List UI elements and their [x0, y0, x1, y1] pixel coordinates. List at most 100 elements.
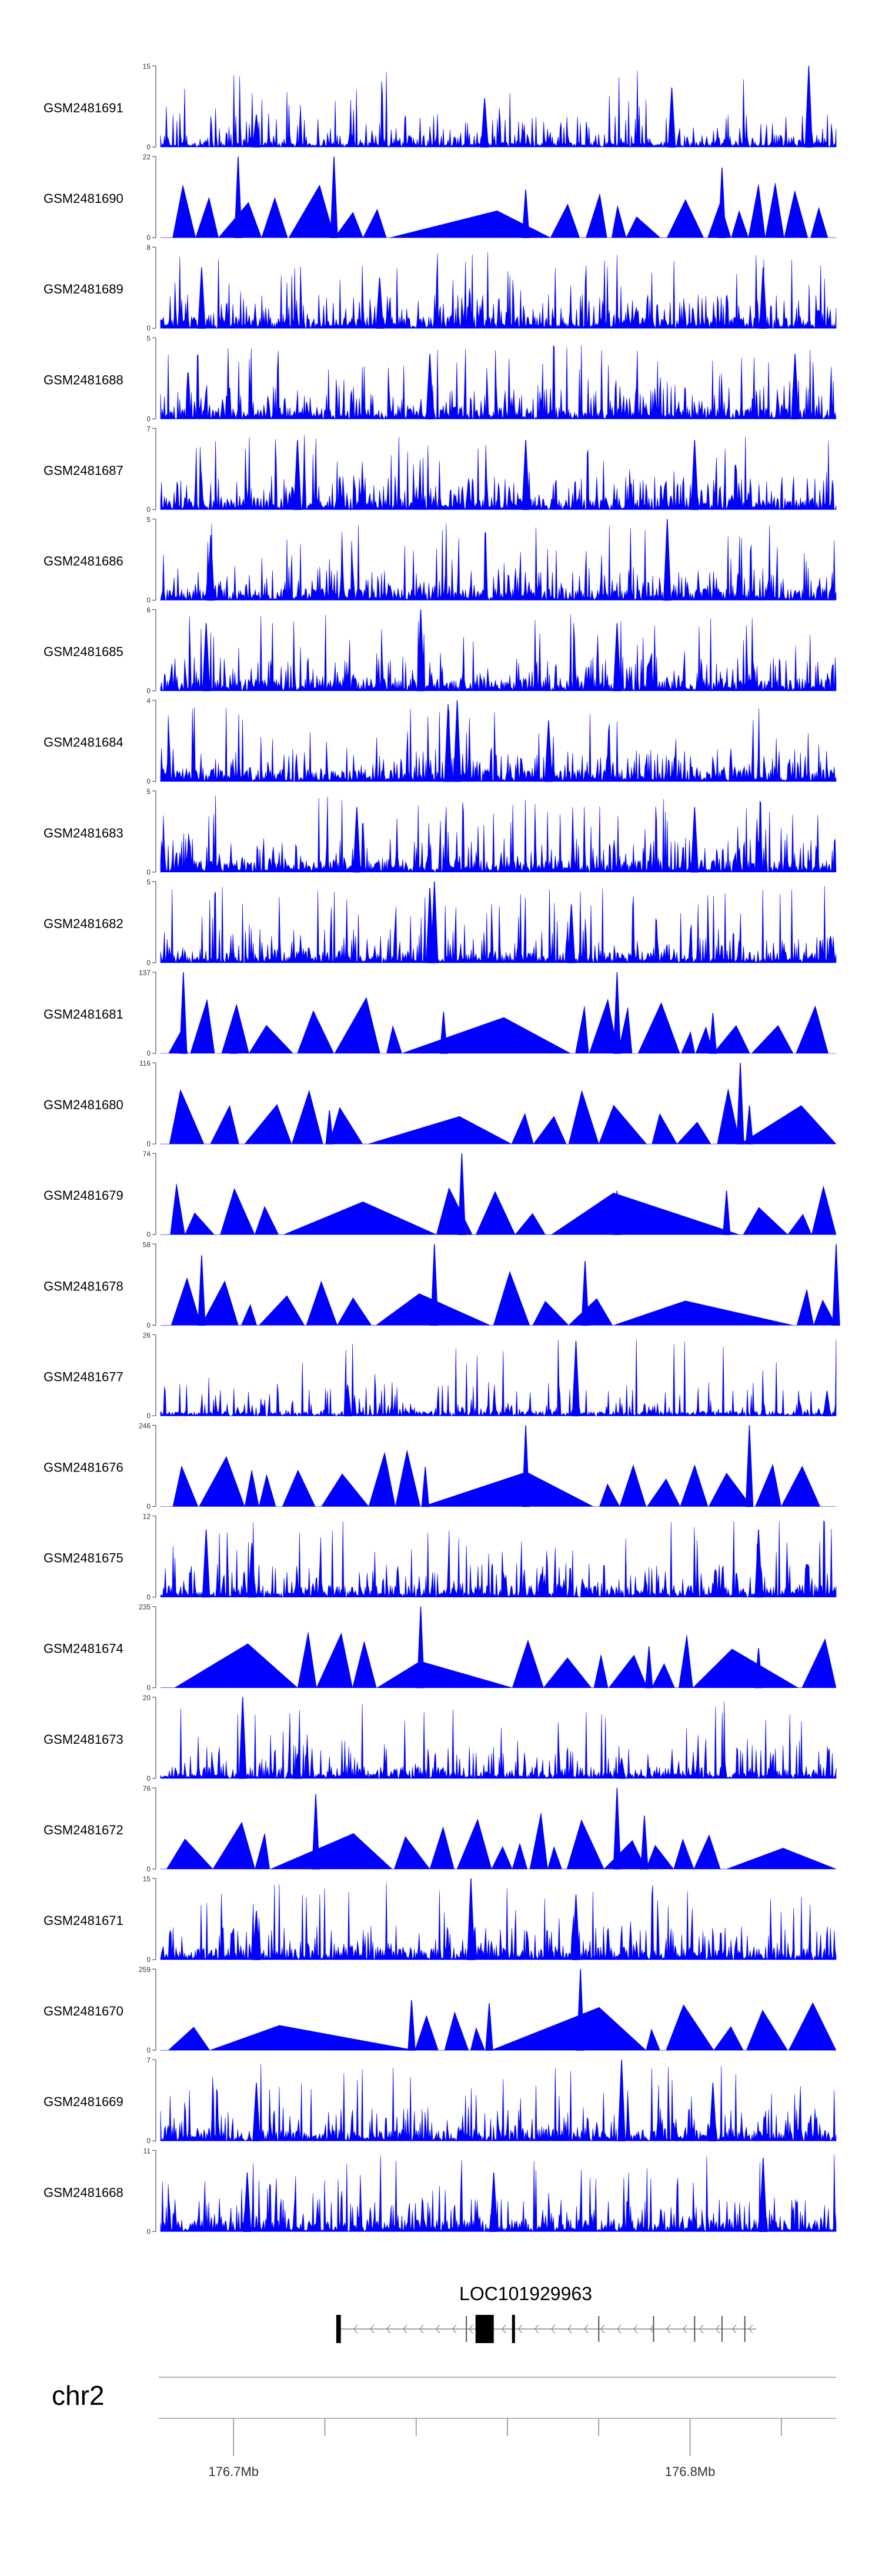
track-GSM2481688: GSM2481688 5 0 — [44, 334, 837, 423]
coverage-peak — [823, 1390, 831, 1417]
strand-chevron — [534, 2324, 539, 2334]
track-GSM2481670: GSM2481670 259 0 — [44, 1966, 837, 2054]
y-tick-label-max: 8 — [146, 243, 151, 252]
x-tick-label: 176.8Mb — [665, 2464, 716, 2479]
coverage-peak — [690, 807, 699, 873]
coverage-peak — [229, 1015, 238, 1054]
coverage-peak — [832, 1244, 840, 1326]
coverage-peak — [426, 887, 434, 963]
y-tick-label-zero: 0 — [146, 505, 151, 513]
y-tick-label-zero: 0 — [146, 959, 151, 967]
y-tick-label-max: 15 — [143, 62, 151, 71]
track-GSM2481679: GSM2481679 74 0 — [44, 1150, 837, 1239]
track-GSM2481687: GSM2481687 7 0 — [44, 425, 837, 513]
coverage-peak — [644, 1646, 653, 1689]
track-GSM2481689: GSM2481689 8 0 — [44, 243, 837, 332]
strand-chevron — [353, 2324, 358, 2334]
coverage-peak — [206, 535, 215, 601]
coverage-peak — [617, 2060, 626, 2141]
coverage-peak — [325, 1110, 334, 1144]
coverage-peak — [293, 1754, 302, 1779]
coverage-peak — [745, 1425, 754, 1507]
coverage-peak — [485, 2003, 493, 2051]
strand-chevron — [584, 2324, 589, 2334]
gene-annotation-track: LOC101929963 — [336, 2283, 757, 2343]
coverage-area — [160, 614, 837, 692]
strand-chevron — [403, 2324, 407, 2334]
y-tick-label-zero: 0 — [146, 324, 151, 332]
y-tick-label-zero: 0 — [146, 778, 151, 786]
strand-chevron — [716, 2324, 720, 2334]
coverage-peak — [439, 1012, 448, 1054]
y-tick-label-max: 58 — [143, 1240, 151, 1249]
track-label: GSM2481681 — [44, 1007, 123, 1022]
coverage-peak — [791, 353, 799, 419]
y-tick-label-max: 74 — [143, 1150, 151, 1158]
coverage-area — [160, 2154, 837, 2233]
y-tick-label-max: 4 — [146, 697, 151, 705]
coverage-peak — [416, 609, 425, 692]
y-tick-label-max: 7 — [146, 2056, 151, 2064]
coverage-peak — [489, 2172, 498, 2232]
track-label: GSM2481682 — [44, 916, 123, 931]
coverage-peak — [457, 1153, 466, 1235]
coverage-peak — [252, 1911, 260, 1960]
coverage-peak — [572, 1340, 580, 1417]
coverage-area — [160, 71, 837, 148]
y-tick-label-zero: 0 — [146, 1956, 151, 1964]
strand-chevron — [452, 2324, 457, 2334]
track-GSM2481680: GSM2481680 116 0 — [44, 1059, 837, 1148]
coverage-peak — [198, 267, 206, 329]
coverage-area — [160, 2064, 837, 2142]
coverage-peak — [581, 1260, 589, 1326]
coverage-peak — [613, 623, 622, 692]
track-label: GSM2481677 — [44, 1369, 123, 1384]
coverage-peak — [736, 1063, 744, 1144]
exon-block — [475, 2315, 494, 2343]
coverage-peak — [202, 1529, 211, 1598]
coverage-peak — [804, 65, 813, 148]
y-tick-label-max: 6 — [146, 606, 151, 615]
y-tick-label-zero: 0 — [146, 143, 151, 151]
coverage-area — [161, 1270, 837, 1326]
track-GSM2481691: GSM2481691 15 0 — [44, 62, 837, 151]
track-label: GSM2481684 — [44, 735, 123, 750]
y-tick-label-max: 5 — [146, 516, 151, 524]
track-label: GSM2481671 — [44, 1913, 123, 1928]
y-tick-label-max: 259 — [139, 1966, 151, 1974]
y-tick-label-zero: 0 — [146, 1774, 151, 1783]
coverage-peak — [754, 1529, 763, 1598]
y-tick-label-zero: 0 — [146, 1140, 151, 1148]
coverage-peak — [252, 2083, 260, 2141]
y-tick-label-zero: 0 — [146, 233, 151, 242]
coverage-peak — [467, 1878, 475, 1960]
track-GSM2481674: GSM2481674 235 0 — [44, 1603, 837, 1692]
coverage-peak — [293, 440, 302, 510]
track-GSM2481682: GSM2481682 5 0 — [44, 878, 837, 967]
track-GSM2481678: GSM2481678 58 0 — [44, 1240, 840, 1329]
y-tick-label-zero: 0 — [146, 2227, 151, 2235]
coverage-peak — [754, 1648, 763, 1689]
track-label: GSM2481686 — [44, 554, 123, 569]
coverage-peak — [613, 1787, 622, 1870]
y-tick-label-max: 235 — [139, 1603, 151, 1611]
strand-chevron — [518, 2324, 523, 2334]
y-tick-label-zero: 0 — [146, 2137, 151, 2145]
y-tick-label-zero: 0 — [146, 1049, 151, 1057]
gene-name-label: LOC101929963 — [459, 2283, 592, 2304]
track-label: GSM2481669 — [44, 2094, 123, 2109]
coverage-area — [161, 1183, 837, 1236]
track-label: GSM2481668 — [44, 2185, 123, 2200]
coverage-peak — [421, 1467, 430, 1507]
y-tick-label-zero: 0 — [146, 1503, 151, 1511]
coverage-area — [161, 1450, 836, 1507]
y-tick-label-zero: 0 — [146, 1230, 151, 1239]
coverage-peak — [248, 1543, 256, 1598]
strand-chevron — [469, 2324, 473, 2334]
coverage-peak — [343, 1384, 352, 1417]
track-GSM2481676: GSM2481676 246 0 — [44, 1422, 836, 1511]
x-tick-label: 176.7Mb — [208, 2464, 259, 2479]
track-label: GSM2481673 — [44, 1732, 123, 1747]
coverage-area — [161, 2002, 837, 2051]
coverage-area — [160, 1883, 837, 1960]
